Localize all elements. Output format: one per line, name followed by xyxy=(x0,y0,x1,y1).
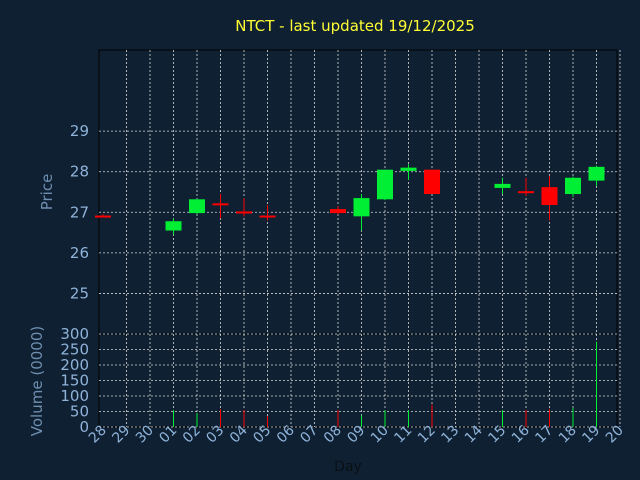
x-tick-label: 15 xyxy=(485,423,509,447)
candle-body xyxy=(236,211,252,214)
volume-grid xyxy=(99,333,621,428)
candle-body xyxy=(259,215,276,218)
volume-tick-label: 300 xyxy=(60,325,89,343)
x-tick-label: 17 xyxy=(532,423,556,447)
candle-body xyxy=(541,187,558,205)
x-tick-label: 04 xyxy=(227,422,251,446)
volume-tick-label: 0 xyxy=(79,418,89,436)
x-tick-label: 29 xyxy=(109,423,133,447)
x-tick-label: 02 xyxy=(180,423,204,447)
price-tick-label: 28 xyxy=(70,163,89,181)
price-tick-label: 26 xyxy=(70,244,89,262)
candle-body xyxy=(189,199,205,214)
volume-bars xyxy=(173,341,597,427)
volume-tick-label: 150 xyxy=(60,372,89,390)
price-tick-label: 25 xyxy=(70,284,89,302)
candle-body xyxy=(588,166,605,181)
x-tick-label: 07 xyxy=(297,423,321,447)
volume-tick-label: 250 xyxy=(60,341,89,359)
price-tick-label: 27 xyxy=(70,203,89,221)
price-tick-label: 29 xyxy=(70,122,89,140)
x-tick-label: 19 xyxy=(579,423,603,447)
candle-body xyxy=(424,169,440,195)
x-tick-label: 08 xyxy=(321,423,345,447)
candle-body xyxy=(212,203,229,206)
x-tick-label: 10 xyxy=(368,423,392,447)
candle-body xyxy=(353,198,370,217)
candle-body xyxy=(165,221,182,231)
x-tick-label: 03 xyxy=(203,423,227,447)
candle-body xyxy=(330,209,346,214)
x-tick-label: 09 xyxy=(344,423,368,447)
price-y-ticks: 25 26 27 28 29 xyxy=(70,122,89,302)
price-panel xyxy=(98,49,618,335)
x-ticks: 28 29 30 01 02 03 04 05 06 07 08 09 10 11 12 13 14 15 16 17… xyxy=(86,422,627,446)
candles xyxy=(95,164,605,235)
volume-tick-label: 100 xyxy=(60,387,89,405)
x-tick-label: 30 xyxy=(133,423,157,447)
candle-body xyxy=(377,169,393,200)
x-tick-label: 11 xyxy=(391,423,415,447)
candle-body xyxy=(518,191,534,194)
x-tick-label: 12 xyxy=(415,423,439,447)
volume-tick-label: 200 xyxy=(60,356,89,374)
volume-axis-label: Volume (0000) xyxy=(28,326,46,436)
x-tick-label: 05 xyxy=(250,423,274,447)
x-tick-label: 16 xyxy=(509,422,533,446)
candle-body xyxy=(400,167,417,171)
x-tick-label: 14 xyxy=(462,422,486,446)
candle-body xyxy=(565,177,581,195)
x-tick-label: 13 xyxy=(438,423,462,447)
price-axis-label: Price xyxy=(38,174,56,211)
volume-tick-label: 50 xyxy=(70,403,89,421)
x-tick-label: 06 xyxy=(274,422,298,446)
x-tick-label: 20 xyxy=(603,423,627,447)
x-tick-label: 28 xyxy=(86,423,110,447)
chart-title: NTCT - last updated 19/12/2025 xyxy=(235,17,475,35)
x-axis-label: Day xyxy=(334,459,362,475)
x-tick-label: 18 xyxy=(556,423,580,447)
x-tick-label: 01 xyxy=(156,423,180,447)
candle-body xyxy=(494,183,511,188)
candle-body xyxy=(95,215,111,218)
